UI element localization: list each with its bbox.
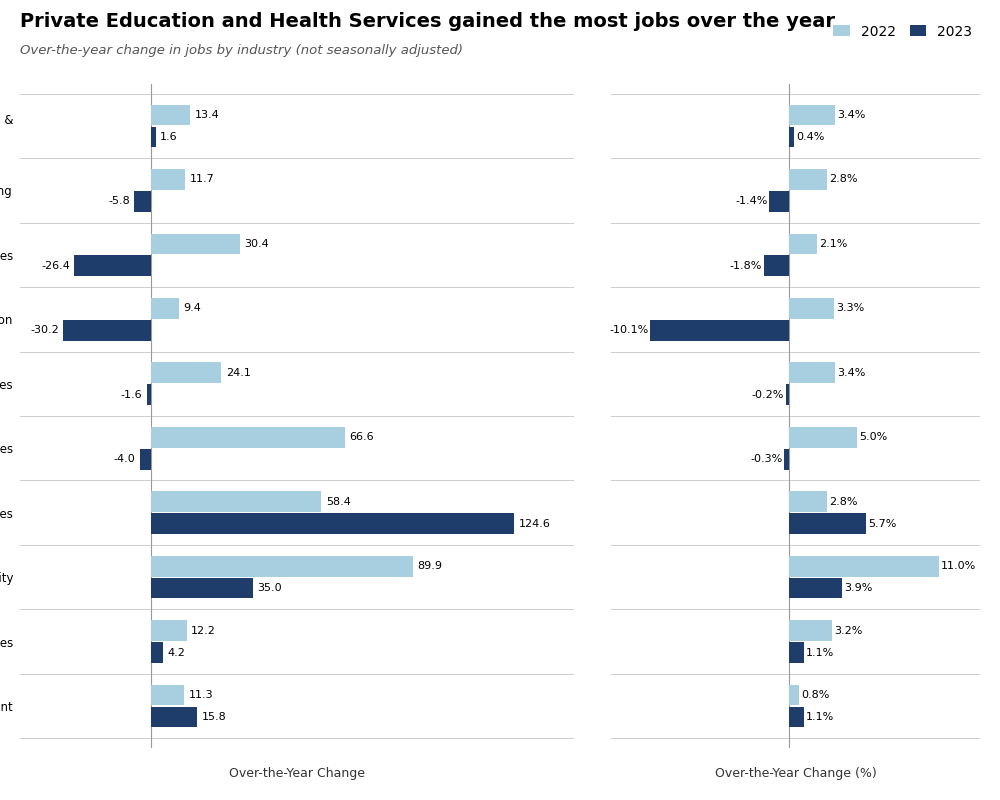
Bar	[789, 105, 835, 126]
Text: -1.8%: -1.8%	[730, 261, 762, 270]
Bar	[151, 578, 253, 598]
Text: 0.8%: 0.8%	[802, 690, 830, 700]
Text: 3.4%: 3.4%	[837, 110, 865, 120]
Bar	[789, 556, 939, 577]
Bar	[151, 706, 197, 727]
Bar	[63, 320, 151, 341]
Bar	[789, 706, 804, 727]
Text: Over-the-year change in jobs by industry (not seasonally adjusted): Over-the-year change in jobs by industry…	[20, 44, 463, 57]
Text: 3.4%: 3.4%	[837, 368, 865, 378]
Bar	[151, 362, 221, 383]
Bar	[786, 385, 789, 405]
Text: 11.3: 11.3	[188, 690, 213, 700]
Bar	[151, 427, 345, 447]
Bar	[140, 449, 151, 470]
Bar	[789, 642, 804, 663]
Text: -5.8: -5.8	[108, 196, 130, 206]
Bar	[789, 491, 827, 512]
Bar	[764, 255, 789, 276]
Bar	[151, 685, 184, 706]
Text: 9.4: 9.4	[183, 303, 201, 314]
Text: 35.0: 35.0	[258, 583, 282, 593]
Bar	[650, 320, 789, 341]
Bar	[151, 642, 163, 663]
Bar	[151, 514, 514, 534]
Text: -26.4: -26.4	[41, 261, 70, 270]
Text: -1.4%: -1.4%	[735, 196, 767, 206]
Text: 12.2: 12.2	[191, 626, 216, 636]
Text: -4.0: -4.0	[113, 454, 135, 464]
Text: Private Education and Health Services gained the most jobs over the year: Private Education and Health Services ga…	[20, 12, 835, 31]
Bar	[151, 169, 185, 190]
Text: 11.7: 11.7	[190, 174, 214, 185]
Text: 5.7%: 5.7%	[869, 518, 897, 529]
Bar	[147, 385, 151, 405]
Text: 4.2: 4.2	[168, 647, 186, 658]
Text: 66.6: 66.6	[350, 432, 374, 442]
Bar	[151, 298, 179, 318]
Bar	[134, 191, 151, 212]
Text: 2.8%: 2.8%	[829, 497, 857, 506]
Text: 30.4: 30.4	[244, 239, 269, 249]
Text: Over-the-Year Change (%): Over-the-Year Change (%)	[715, 767, 876, 780]
Text: 0.4%: 0.4%	[796, 132, 824, 142]
Text: 11.0%: 11.0%	[941, 562, 976, 571]
Text: 3.9%: 3.9%	[844, 583, 872, 593]
Bar	[789, 578, 842, 598]
Bar	[789, 126, 794, 147]
Bar	[789, 234, 817, 254]
Text: 124.6: 124.6	[519, 518, 551, 529]
Text: 2.1%: 2.1%	[819, 239, 848, 249]
Text: 1.1%: 1.1%	[806, 647, 834, 658]
Text: 2.8%: 2.8%	[829, 174, 857, 185]
Bar	[789, 169, 827, 190]
Text: -0.3%: -0.3%	[750, 454, 782, 464]
Bar	[151, 126, 156, 147]
Text: -1.6: -1.6	[121, 390, 142, 400]
Legend: 2022, 2023: 2022, 2023	[828, 19, 978, 44]
Text: 15.8: 15.8	[202, 712, 226, 722]
Bar	[151, 234, 240, 254]
Text: 3.2%: 3.2%	[834, 626, 863, 636]
Text: -0.2%: -0.2%	[751, 390, 784, 400]
Text: 24.1: 24.1	[226, 368, 251, 378]
Text: -30.2: -30.2	[30, 326, 59, 335]
Text: 1.1%: 1.1%	[806, 712, 834, 722]
Bar	[151, 105, 190, 126]
Bar	[74, 255, 151, 276]
Text: 5.0%: 5.0%	[859, 432, 887, 442]
Bar	[151, 491, 321, 512]
Bar	[789, 685, 799, 706]
Text: 58.4: 58.4	[326, 497, 351, 506]
Bar	[789, 362, 835, 383]
Text: 13.4: 13.4	[195, 110, 219, 120]
Bar	[789, 620, 832, 641]
Bar	[769, 191, 789, 212]
Bar	[789, 298, 834, 318]
Bar	[151, 556, 413, 577]
Bar	[789, 427, 857, 447]
Bar	[789, 514, 866, 534]
Text: Over-the-Year Change: Over-the-Year Change	[229, 767, 365, 780]
Text: 3.3%: 3.3%	[836, 303, 864, 314]
Text: 1.6: 1.6	[160, 132, 178, 142]
Bar	[784, 449, 789, 470]
Text: -10.1%: -10.1%	[609, 326, 648, 335]
Bar	[151, 620, 187, 641]
Text: 89.9: 89.9	[418, 562, 443, 571]
